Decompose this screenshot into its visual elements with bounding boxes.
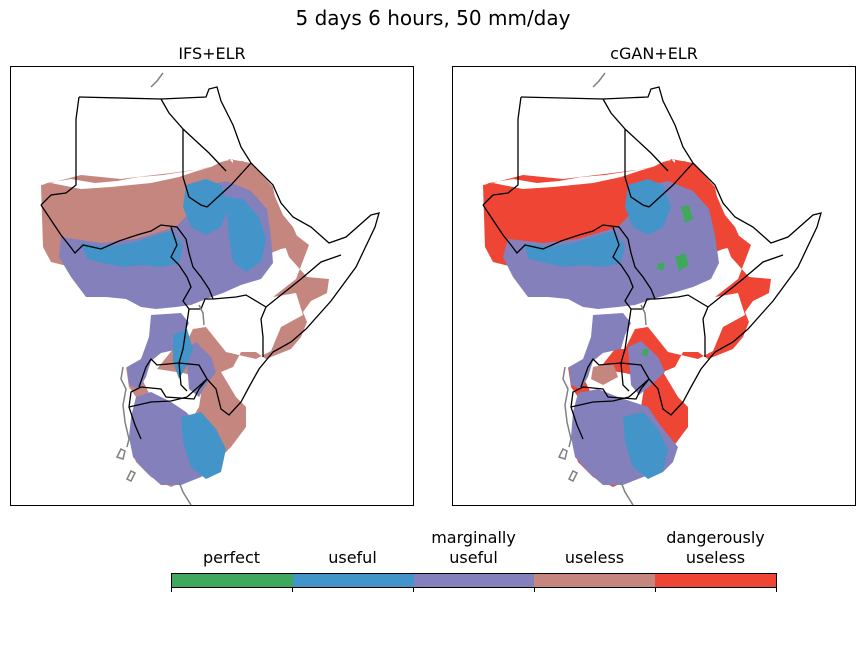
- colorbar-tick: [655, 587, 656, 592]
- region-perfect: [642, 205, 693, 357]
- colorbar-tick: [413, 587, 414, 592]
- figure-title: 5 days 6 hours, 50 mm/day: [295, 6, 571, 30]
- colorbar-swatch-dangerously-useless: [655, 574, 776, 587]
- panel-title-ifs: IFS+ELR: [178, 44, 246, 63]
- region-marginally-useful-south: [569, 313, 631, 389]
- country-borders: [482, 86, 822, 440]
- colorbar-swatch-perfect: [172, 574, 293, 587]
- colorbar-label-perfect: perfect: [202, 548, 261, 567]
- colorbar-swatch-useful: [292, 574, 414, 587]
- colorbar-label-marginally-useful: marginally useful: [431, 528, 516, 567]
- map-panel-cgan: [452, 66, 856, 506]
- colorbar-tick: [776, 587, 777, 592]
- region-useful-5: [173, 329, 193, 379]
- colorbar-tick: [171, 587, 172, 592]
- country-borders: [40, 86, 380, 440]
- map-cgan: [482, 72, 822, 505]
- colorbar-tick: [292, 587, 293, 592]
- lakes-and-rivers: [557, 72, 647, 505]
- region-marginally-useful-east: [628, 341, 665, 395]
- map-ifs: [40, 72, 380, 505]
- colorbar-label-dangerously-useless: dangerously useless: [666, 528, 765, 567]
- region-useless: [591, 363, 618, 385]
- region-useful-3: [623, 412, 668, 479]
- colorbar: [171, 573, 777, 588]
- colorbar-swatch-marginally-useful: [413, 574, 535, 587]
- region-marginally-useful-south: [127, 313, 189, 389]
- colorbar-tick: [534, 587, 535, 592]
- lakes-and-rivers: [115, 72, 205, 505]
- panel-title-cgan: cGAN+ELR: [610, 44, 698, 63]
- region-useful: [81, 231, 183, 267]
- colorbar-swatch-useless: [534, 574, 656, 587]
- map-panel-ifs: [10, 66, 414, 506]
- region-useful-4: [181, 412, 226, 479]
- colorbar-label-useful: useful: [328, 548, 377, 567]
- region-useful-3: [226, 197, 266, 272]
- region-useful: [523, 231, 625, 267]
- colorbar-label-useless: useless: [564, 548, 625, 567]
